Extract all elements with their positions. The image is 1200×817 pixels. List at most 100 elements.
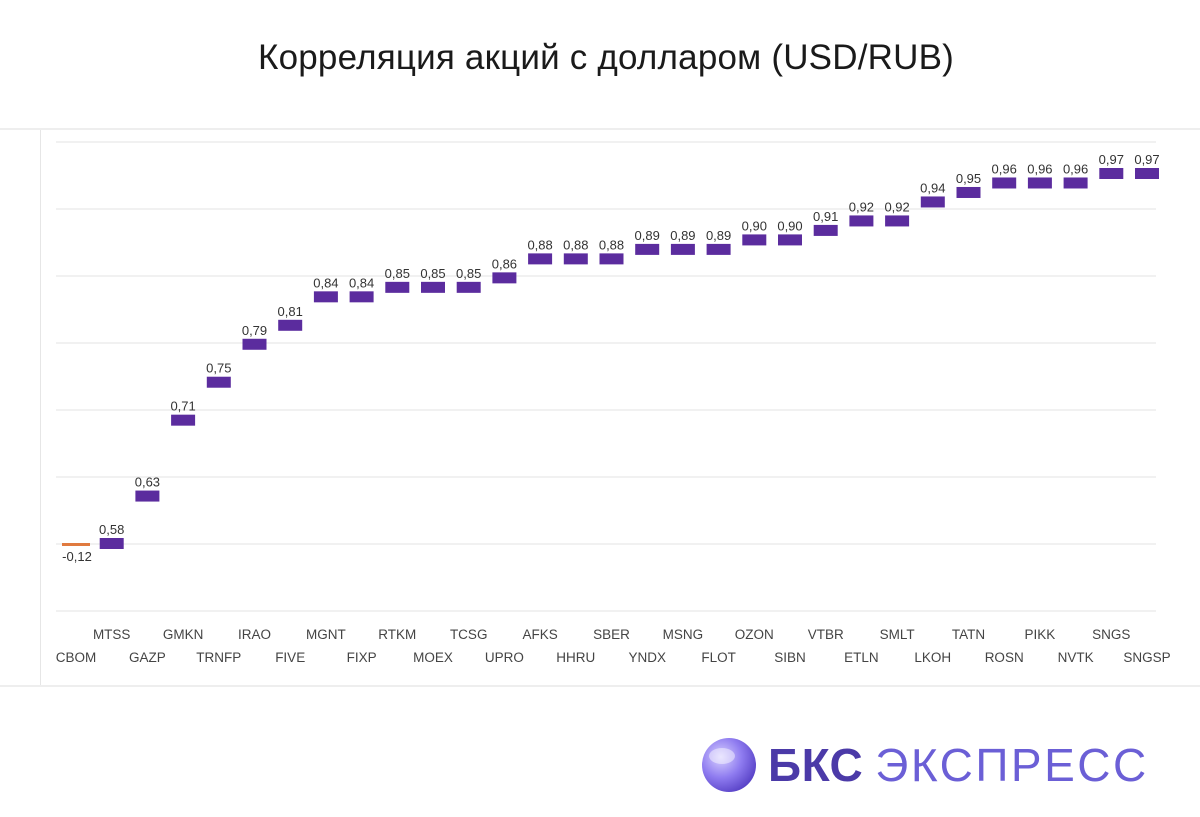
data-label-flot: 0,89 (706, 228, 731, 243)
bar-irao (242, 338, 267, 350)
x-tick-label-sngsp: SNGSP (1123, 650, 1170, 665)
x-tick-label-five: FIVE (275, 650, 305, 665)
data-label-gmkn: 0,71 (170, 399, 195, 414)
bar-trnfp (206, 376, 231, 388)
bar-vtbr (813, 224, 838, 236)
bottom-divider (0, 685, 1200, 687)
top-divider (0, 128, 1200, 130)
bar-nvtk (1063, 177, 1088, 189)
data-label-mgnt: 0,84 (313, 275, 338, 290)
x-tick-label-ozon: OZON (735, 627, 774, 642)
bar-five (278, 319, 303, 331)
data-label-rtkm: 0,85 (385, 266, 410, 281)
x-tick-label-yndx: YNDX (628, 650, 666, 665)
bar-etln (849, 215, 874, 227)
x-tick-label-hhru: HHRU (556, 650, 595, 665)
correlation-chart: -0,12 CBOM 0,58 MTSS 0,63 GAZP 0,71 GMKN 0,75 TRN… (56, 141, 1171, 665)
data-label-gazp: 0,63 (135, 475, 160, 490)
x-tick-label-mgnt: MGNT (306, 627, 346, 642)
data-label-fixp: 0,84 (349, 275, 374, 290)
bar-rtkm (385, 281, 410, 293)
bar-fixp (349, 291, 374, 303)
data-label-tatn: 0,95 (956, 171, 981, 186)
bar-tatn (956, 186, 981, 198)
x-tick-label-cbom: CBOM (56, 650, 97, 665)
data-label-hhru: 0,88 (563, 237, 588, 252)
x-tick-label-irao: IRAO (238, 627, 271, 642)
data-label-moex: 0,85 (420, 266, 445, 281)
x-tick-label-flot: FLOT (701, 650, 736, 665)
bar-sber (599, 253, 624, 265)
data-label-mtss: 0,58 (99, 522, 124, 537)
bar-rosn (992, 177, 1017, 189)
x-tick-label-gmkn: GMKN (163, 627, 204, 642)
brand: БКС ЭКСПРЕСС (700, 736, 1170, 796)
x-tick-label-trnfp: TRNFP (196, 650, 241, 665)
bar-moex (421, 281, 445, 293)
bar-hhru (563, 253, 588, 265)
bar-cbom (62, 543, 90, 546)
bar-mgnt (313, 291, 338, 303)
bar-ozon (742, 234, 767, 246)
brand-name-bold: БКС (768, 739, 864, 791)
x-tick-label-tatn: TATN (952, 627, 985, 642)
data-label-msng: 0,89 (670, 228, 695, 243)
data-label-sngsp: 0,97 (1134, 152, 1159, 167)
x-tick-label-vtbr: VTBR (808, 627, 844, 642)
bar-tcsg (456, 281, 481, 293)
x-tick-label-fixp: FIXP (347, 650, 377, 665)
bar-lkoh (920, 196, 945, 208)
bar-msng (670, 243, 695, 255)
x-tick-label-msng: MSNG (663, 627, 704, 642)
data-label-smlt: 0,92 (884, 199, 909, 214)
data-label-sber: 0,88 (599, 237, 624, 252)
x-tick-label-rtkm: RTKM (378, 627, 416, 642)
x-tick-label-afks: AFKS (522, 627, 557, 642)
data-label-sibn: 0,90 (777, 218, 802, 233)
x-tick-label-sibn: SIBN (774, 650, 806, 665)
bar-yndx (635, 243, 660, 255)
bar-mtss (99, 538, 124, 549)
bar-pikk (1027, 177, 1052, 189)
x-tick-label-sber: SBER (593, 627, 630, 642)
bar-sngs (1099, 168, 1124, 179)
data-label-five: 0,81 (278, 304, 303, 319)
data-label-pikk: 0,96 (1027, 161, 1052, 176)
x-tick-label-gazp: GAZP (129, 650, 166, 665)
bar-flot (706, 243, 731, 255)
bar-afks (528, 253, 553, 265)
brand-name-light: ЭКСПРЕСС (875, 739, 1149, 791)
bar-sngsp (1135, 168, 1159, 179)
x-tick-label-rosn: ROSN (985, 650, 1024, 665)
data-label-nvtk: 0,96 (1063, 161, 1088, 176)
data-label-afks: 0,88 (527, 237, 552, 252)
data-label-etln: 0,92 (849, 199, 874, 214)
x-tick-label-nvtk: NVTK (1058, 650, 1094, 665)
data-label-trnfp: 0,75 (206, 361, 231, 376)
x-tick-label-mtss: MTSS (93, 627, 131, 642)
data-label-lkoh: 0,94 (920, 180, 945, 195)
data-label-ozon: 0,90 (742, 218, 767, 233)
data-label-sngs: 0,97 (1099, 152, 1124, 167)
bar-upro (492, 272, 517, 284)
data-label-vtbr: 0,91 (813, 209, 838, 224)
data-label-tcsg: 0,85 (456, 266, 481, 281)
x-tick-label-sngs: SNGS (1092, 627, 1130, 642)
x-tick-label-pikk: PIKK (1025, 627, 1056, 642)
bar-sibn (778, 234, 802, 246)
x-tick-label-etln: ETLN (844, 650, 879, 665)
x-tick-label-lkoh: LKOH (914, 650, 951, 665)
data-label-upro: 0,86 (492, 256, 517, 271)
chart-area: -0,12 CBOM 0,58 MTSS 0,63 GAZP 0,71 GMKN 0,75 TRN… (40, 130, 1200, 686)
x-tick-label-upro: UPRO (485, 650, 524, 665)
bks-logo-icon (702, 738, 756, 792)
data-label-irao: 0,79 (242, 323, 267, 338)
bar-gmkn (171, 414, 196, 426)
x-tick-label-smlt: SMLT (880, 627, 915, 642)
data-label-yndx: 0,89 (635, 228, 660, 243)
chart-title: Корреляция акций с долларом (USD/RUB) (258, 38, 954, 77)
brand-name: БКС ЭКСПРЕСС (768, 740, 1149, 790)
bar-smlt (885, 215, 910, 227)
data-label-cbom: -0,12 (62, 549, 92, 564)
x-tick-label-tcsg: TCSG (450, 627, 488, 642)
